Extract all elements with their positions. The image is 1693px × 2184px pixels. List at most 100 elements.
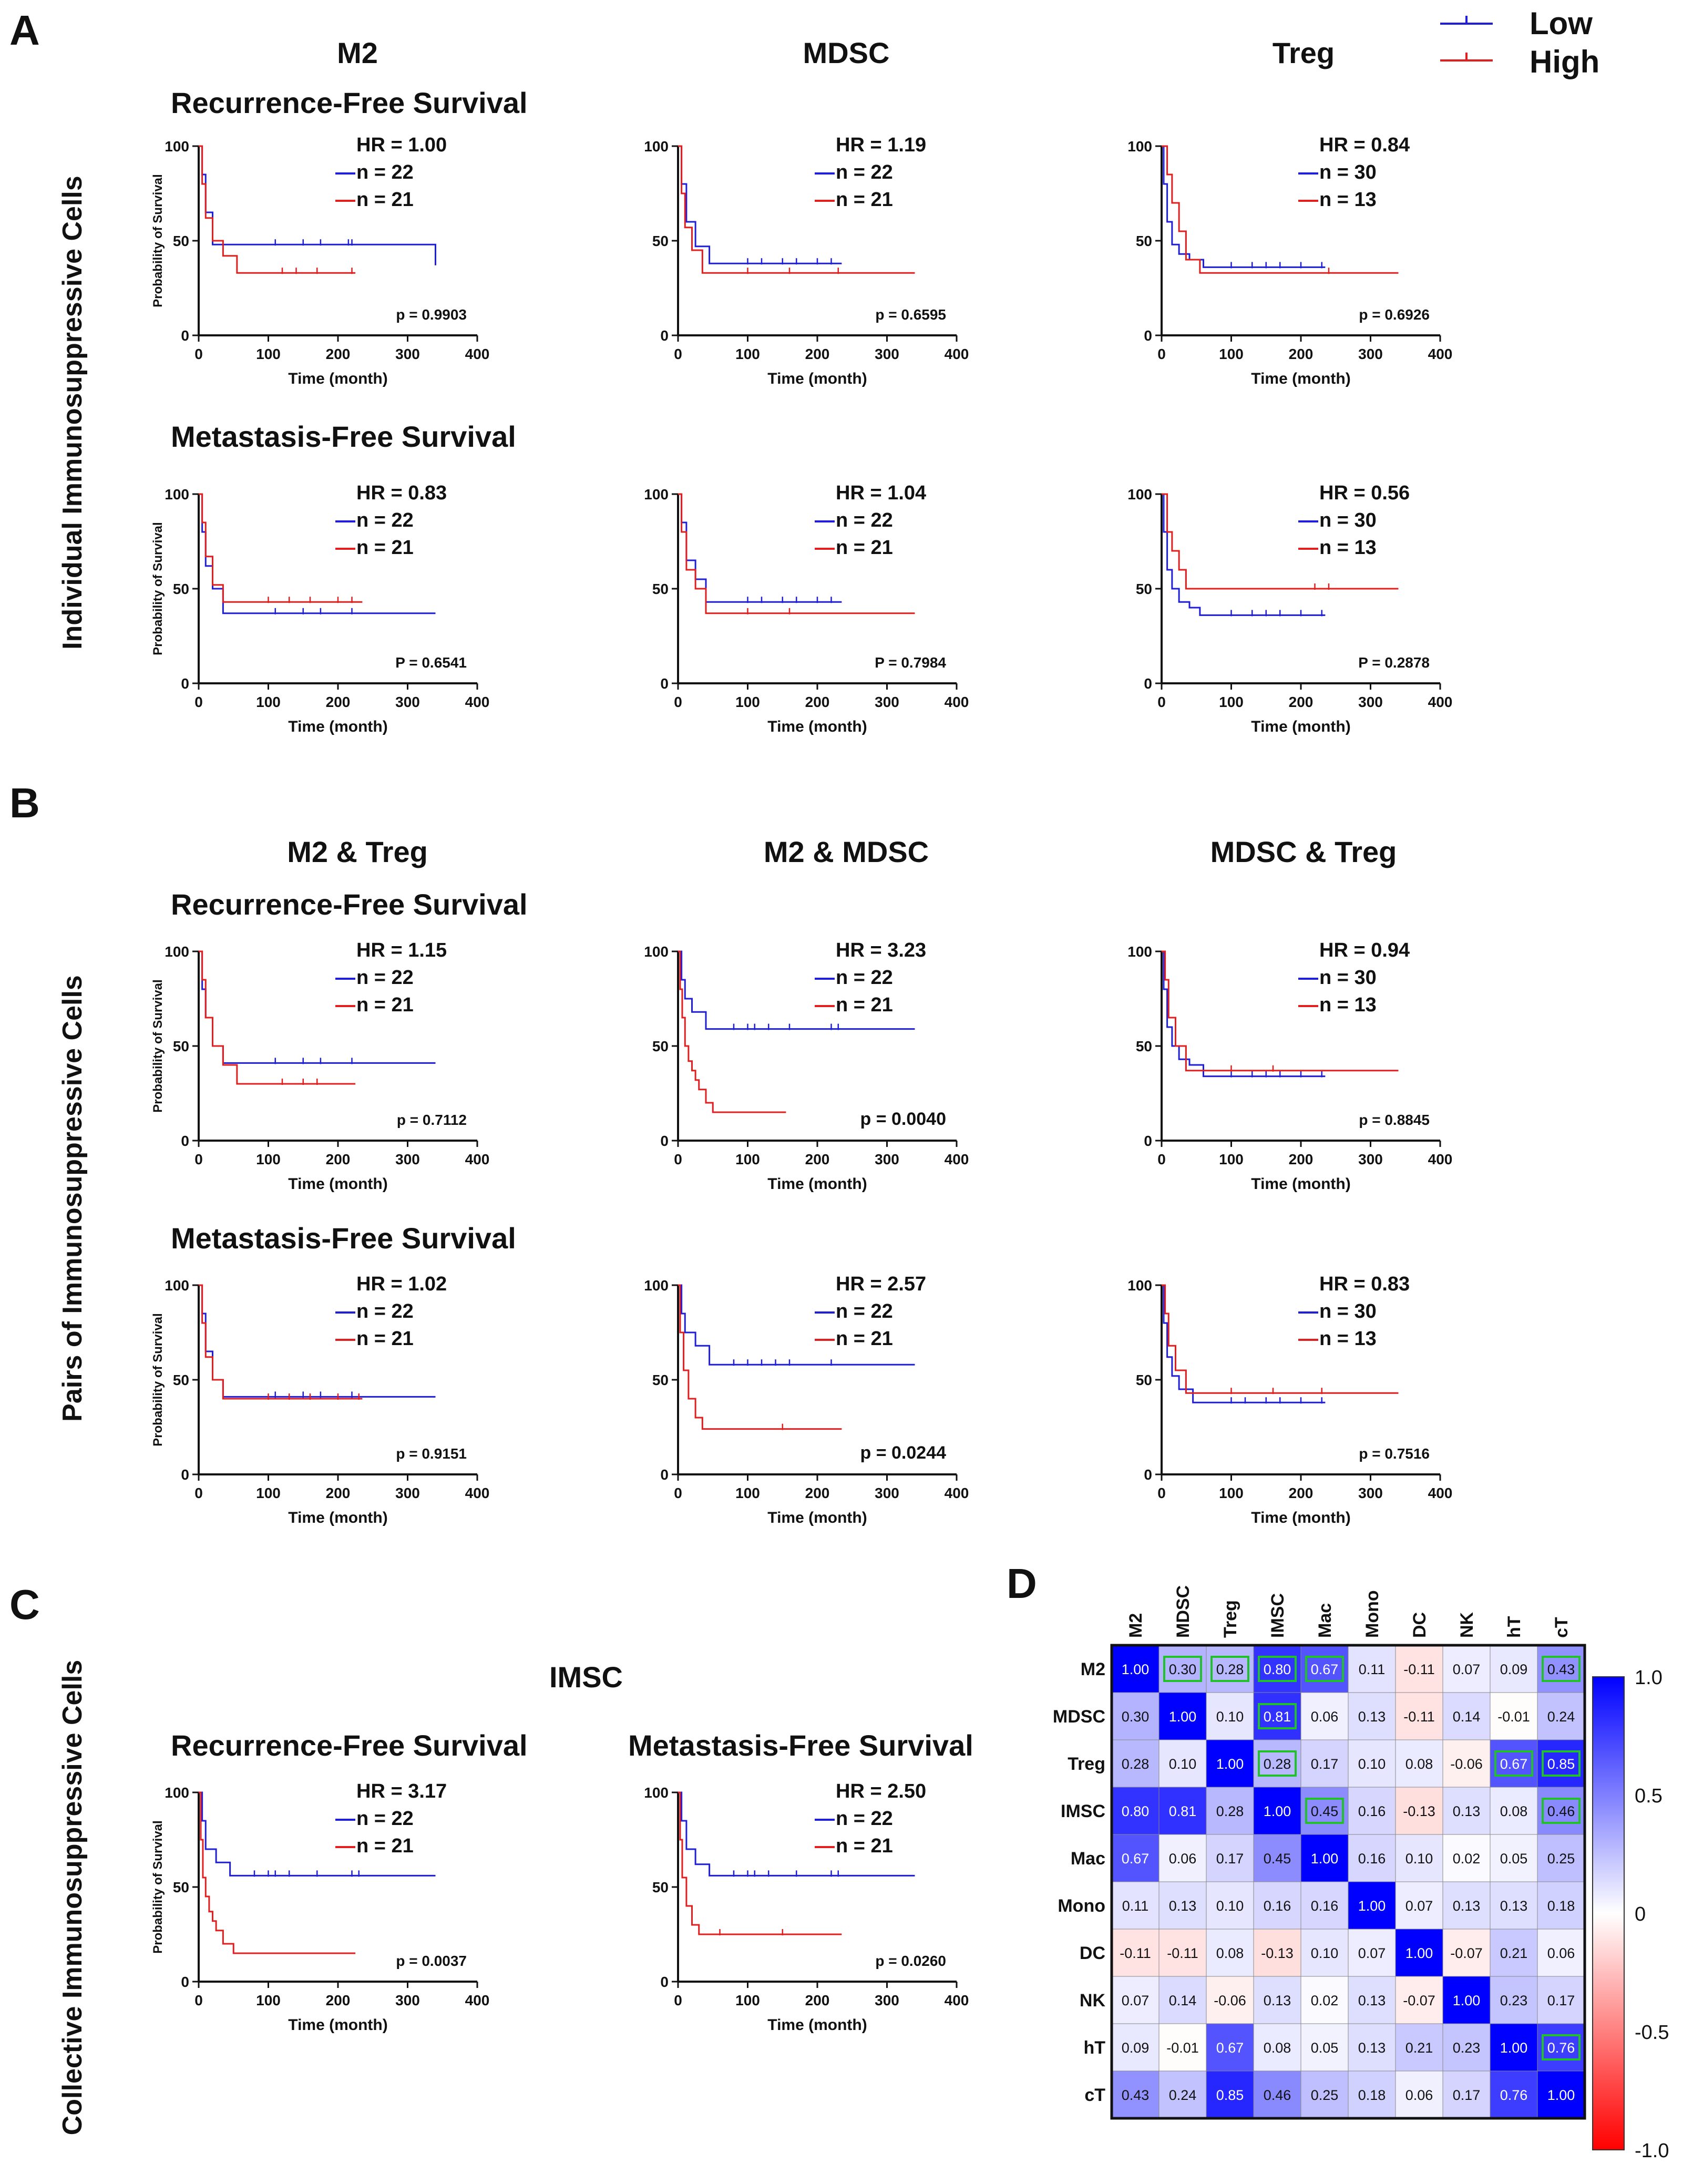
x-tick-label: 200 [1289,346,1314,362]
x-tick-label: 0 [194,1151,203,1167]
heatmap-value: 0.11 [1122,1898,1149,1914]
x-tick-label: 300 [395,1992,420,2008]
y-tick-label: 50 [652,1879,669,1895]
x-tick-label: 0 [1157,1151,1166,1167]
x-tick-label: 0 [674,694,682,710]
survival-curve-high [199,1791,356,1954]
heatmap-cell [1300,1881,1349,1930]
y-tick-label: 100 [1127,138,1152,155]
x-tick-label: 0 [674,1485,682,1501]
x-tick-label: 100 [1219,1485,1244,1501]
heatmap-value: 0.02 [1453,1851,1481,1867]
heatmap-value: 0.76 [1547,2040,1575,2056]
section-title-a-mfs: Metastasis-Free Survival [171,420,516,453]
x-axis-title: Time (month) [1251,718,1350,735]
heatmap-cell [1395,1834,1443,1882]
heatmap-value: 0.67 [1122,1851,1150,1867]
y-tick-label: 0 [181,675,189,692]
heatmap-cell [1253,1739,1301,1788]
y-tick-label: 100 [644,1785,669,1801]
heatmap-row-label: M2 [1081,1659,1105,1679]
highlight-box [1305,1798,1344,1824]
heatmap-value: 0.09 [1500,1662,1528,1677]
x-tick-label: 400 [465,1992,490,2008]
n-high: n = 13 [1319,189,1377,211]
heatmap-cell [1537,1787,1585,1835]
n-low: n = 30 [1319,967,1377,989]
y-tick-label: 0 [181,327,189,344]
x-tick-label: 300 [1358,1151,1383,1167]
x-axis-title: Time (month) [1251,1175,1350,1193]
p-value: p = 0.0040 [860,1109,946,1129]
heatmap-cell [1490,1692,1538,1740]
heatmap-cell [1490,1881,1538,1930]
x-tick-label: 400 [1428,346,1453,362]
heatmap-value: 0.06 [1169,1851,1197,1867]
p-value: p = 0.6595 [875,306,946,323]
heatmap-cell [1442,1976,1491,2024]
heatmap-value: 0.05 [1500,1851,1528,1867]
heatmap-value: 0.06 [1547,1945,1575,1961]
x-tick-label: 100 [256,694,281,710]
heatmap-cell [1253,1929,1301,1977]
x-tick-label: 300 [875,1151,899,1167]
heatmap-cell [1300,1692,1349,1740]
x-tick-label: 0 [194,1992,203,2008]
x-tick-label: 300 [875,1485,899,1501]
y-tick-label: 100 [1127,1277,1152,1294]
heatmap-row-label: Mac [1071,1849,1105,1869]
x-axis-title: Time (month) [767,2016,867,2034]
x-tick-label: 200 [326,1992,351,2008]
x-tick-label: 100 [735,694,760,710]
heatmap-col-label: hT [1504,1616,1524,1638]
highlight-box [1210,1656,1249,1682]
n-low: n = 22 [356,967,414,989]
heatmap-value: 0.85 [1547,1756,1575,1772]
heatmap-value: -0.06 [1214,1993,1246,2008]
heatmap-value: 1.00 [1453,1993,1481,2008]
column-header-b-0: M2 & Treg [287,835,428,868]
heatmap-value: 0.17 [1547,1993,1575,2008]
survival-curve-high [199,493,363,603]
y-tick-label: 50 [652,1372,669,1388]
hazard-ratio: HR = 1.00 [356,134,447,156]
heatmap-value: 0.25 [1311,2087,1339,2103]
survival-curve-high [678,493,915,614]
highlight-box [1542,1750,1581,1777]
heatmap-col-label: MDSC [1173,1585,1193,1638]
heatmap-cell [1253,1692,1301,1740]
p-value: p = 0.0244 [860,1443,946,1463]
heatmap-cell [1111,1929,1160,1977]
heatmap-cell [1537,2070,1585,2119]
heatmap-cell [1442,2023,1491,2072]
survival-curve-low [678,145,842,264]
x-axis-title: Time (month) [767,1509,867,1526]
heatmap-value: 0.07 [1405,1898,1433,1914]
x-tick-label: 400 [465,1151,490,1167]
n-high: n = 21 [356,537,414,559]
highlight-box [1494,1750,1533,1777]
p-value: p = 0.9903 [396,306,467,323]
x-tick-label: 200 [326,694,351,710]
hazard-ratio: HR = 0.83 [1319,1273,1410,1295]
hazard-ratio: HR = 2.50 [836,1780,926,1802]
heatmap-cell [1111,1834,1160,1882]
highlight-box [1542,1798,1581,1824]
x-tick-label: 100 [735,346,760,362]
n-low: n = 22 [356,509,414,531]
n-low: n = 22 [356,1300,414,1322]
x-tick-label: 300 [1358,1485,1383,1501]
n-high: n = 13 [1319,537,1377,559]
x-tick-label: 0 [194,346,203,362]
heatmap-value: 0.06 [1311,1709,1339,1725]
x-tick-label: 300 [1358,694,1383,710]
x-tick-label: 200 [805,694,830,710]
heatmap-cell [1442,1692,1491,1740]
heatmap-cell [1537,1645,1585,1693]
heatmap-value: 0.10 [1405,1851,1433,1867]
km-plot-A-Treg-MFS: 0 50 100 0 100 200 300 400 Time (month) HR = 0.56… [1127,482,1452,735]
column-header-b-2: MDSC & Treg [1210,835,1397,868]
heatmap-value: 0.13 [1358,2040,1386,2056]
survival-curve-low [1162,493,1326,616]
heatmap-cell [1348,1976,1396,2024]
